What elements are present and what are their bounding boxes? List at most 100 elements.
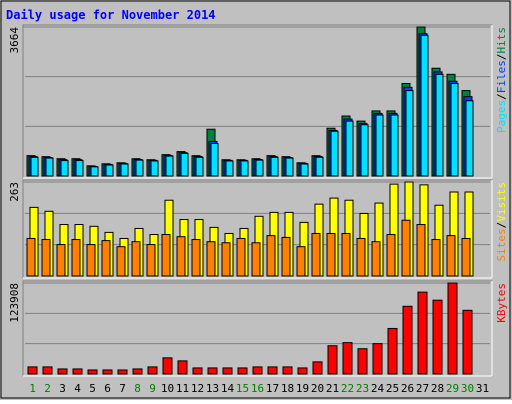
bar — [281, 236, 291, 277]
bar — [266, 235, 276, 277]
x-tick-label: 8 — [134, 382, 141, 395]
legend: Sites/Visits — [495, 182, 508, 262]
bar — [372, 343, 383, 375]
bar — [270, 156, 279, 177]
bar — [60, 160, 69, 177]
bar — [431, 239, 441, 277]
bar — [390, 114, 399, 177]
bar — [147, 366, 158, 375]
bar — [132, 368, 143, 375]
panel — [22, 280, 493, 377]
legend-separator: / — [495, 54, 508, 61]
x-tick-label: 6 — [104, 382, 111, 395]
bar — [297, 367, 308, 375]
bar — [402, 305, 413, 375]
x-tick-label: 16 — [251, 382, 264, 395]
bar — [312, 361, 323, 375]
bar — [195, 156, 204, 177]
bar — [240, 160, 249, 177]
x-tick-label: 27 — [416, 382, 429, 395]
bar — [176, 236, 186, 277]
bar — [237, 367, 248, 375]
panel — [22, 24, 493, 179]
bar — [207, 367, 218, 375]
legend-separator: / — [495, 222, 508, 229]
bar — [465, 100, 474, 177]
bar — [341, 232, 351, 277]
bar — [357, 348, 368, 375]
x-tick-label: 22 — [341, 382, 354, 395]
legend: KBytes — [495, 283, 508, 323]
bar — [101, 240, 111, 277]
bar — [161, 234, 171, 277]
y-tick-label: 123908 — [8, 283, 21, 323]
bar — [311, 232, 321, 277]
legend-entry: KBytes — [495, 283, 508, 323]
bar — [42, 366, 53, 375]
bar — [210, 142, 219, 177]
bar — [375, 114, 384, 177]
bar — [387, 327, 398, 375]
x-tick-label: 30 — [461, 382, 474, 395]
bar — [420, 34, 429, 177]
x-tick-label: 12 — [191, 382, 204, 395]
bar — [56, 244, 66, 277]
bar — [356, 237, 366, 277]
x-tick-label: 31 — [476, 382, 489, 395]
x-tick-label: 28 — [431, 382, 444, 395]
x-tick-label: 26 — [401, 382, 414, 395]
bar — [116, 246, 126, 277]
bar — [177, 360, 188, 375]
bar — [360, 124, 369, 177]
bar — [417, 291, 428, 375]
x-tick-label: 18 — [281, 382, 294, 395]
chart-title: Daily usage for November 2014 — [6, 8, 216, 22]
bar — [26, 237, 36, 277]
x-tick-label: 5 — [89, 382, 96, 395]
bar — [192, 367, 203, 375]
bar — [162, 357, 173, 375]
x-tick-label: 1 — [29, 382, 36, 395]
bar — [252, 366, 263, 375]
bar — [75, 160, 84, 177]
bar — [296, 246, 306, 277]
bar — [416, 224, 426, 277]
x-tick-label: 24 — [371, 382, 385, 395]
bar — [401, 219, 411, 277]
x-tick-label: 14 — [221, 382, 235, 395]
bar — [45, 157, 54, 177]
bar — [90, 166, 99, 177]
bar — [447, 282, 458, 375]
bar — [432, 299, 443, 375]
bar — [300, 163, 309, 177]
bar — [30, 156, 39, 177]
bar — [146, 244, 156, 277]
bar — [330, 130, 339, 177]
bar — [71, 239, 81, 277]
x-tick-label: 10 — [161, 382, 174, 395]
y-tick-label: 3664 — [8, 27, 21, 54]
bar — [450, 82, 459, 177]
bar — [120, 163, 129, 177]
bar — [267, 366, 278, 375]
bar — [462, 309, 473, 375]
legend-separator: / — [495, 93, 508, 100]
x-tick-label: 11 — [176, 382, 189, 395]
bar — [255, 159, 264, 177]
bar — [117, 369, 128, 375]
bar — [225, 160, 234, 177]
x-tick-label: 20 — [311, 382, 324, 395]
legend: Pages/Files/Hits — [495, 27, 508, 133]
bar — [150, 160, 159, 177]
x-tick-label: 2 — [44, 382, 51, 395]
bar — [165, 155, 174, 177]
bar — [342, 342, 353, 375]
bar — [405, 90, 414, 177]
bar — [135, 159, 144, 177]
bar — [57, 368, 68, 375]
bar — [461, 237, 471, 277]
bar — [131, 241, 141, 277]
bar — [386, 234, 396, 277]
